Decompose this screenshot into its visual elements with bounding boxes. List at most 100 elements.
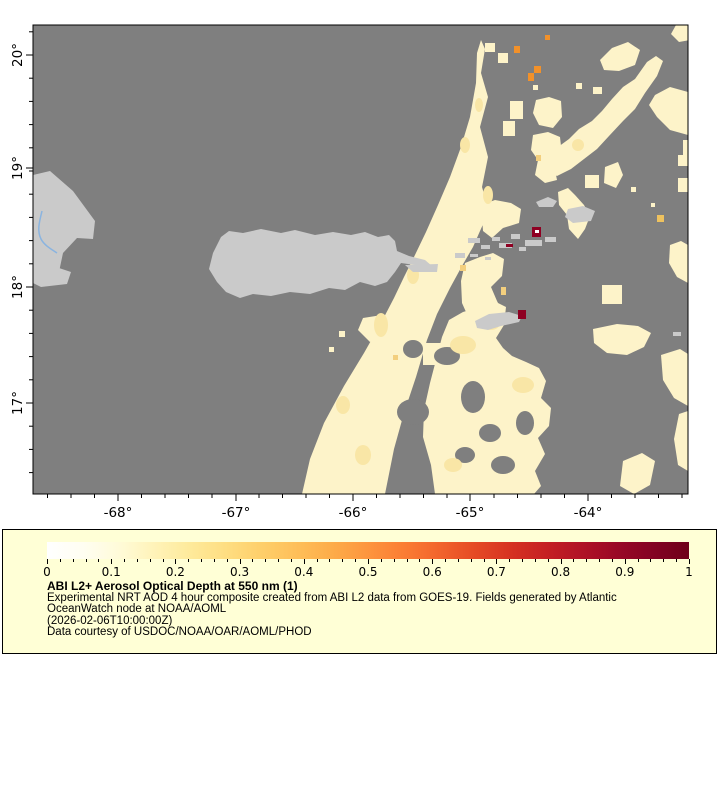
map-frame-border xyxy=(32,24,689,495)
legend-courtesy-line: Data courtesy of USDOC/NOAA/OAR/AOML/PHO… xyxy=(47,625,312,638)
aod-orange-hotspot xyxy=(534,66,541,73)
colorbar-tick-label: 0.3 xyxy=(230,565,250,579)
colorbar-minor-tick xyxy=(136,559,138,562)
colorbar-minor-tick xyxy=(509,559,511,562)
aod-speck xyxy=(651,203,655,207)
colorbar-minor-tick xyxy=(676,559,678,562)
colorbar-minor-tick xyxy=(278,559,280,562)
colorbar-major-tick xyxy=(560,559,562,564)
aod-patch-north-1 xyxy=(533,97,562,128)
aod-shade-patch xyxy=(355,445,371,465)
colorbar-major-tick xyxy=(496,559,498,564)
puerto-rico-landmass xyxy=(209,229,432,298)
aod-patch-bottom-corner xyxy=(620,453,655,494)
aod-speck xyxy=(631,187,636,192)
colorbar-minor-tick xyxy=(149,559,151,562)
colorbar-major-tick xyxy=(239,559,241,564)
colorbar-tick-label: 0.8 xyxy=(551,565,571,579)
aod-shade-patch xyxy=(572,139,584,151)
virgin-island xyxy=(545,237,556,242)
colorbar-minor-tick xyxy=(650,559,652,562)
virgin-island xyxy=(485,257,491,260)
aod-speck xyxy=(503,121,515,136)
aod-speck xyxy=(602,285,622,304)
aod-orange-hotspot xyxy=(514,46,520,53)
aod-speck xyxy=(678,178,688,192)
virgin-island xyxy=(492,237,500,241)
colorbar-minor-tick xyxy=(85,559,87,562)
colorbar-minor-tick xyxy=(290,559,292,562)
virgin-island xyxy=(470,254,478,257)
colorbar-minor-tick xyxy=(124,559,126,562)
lat-tick-label: 18° xyxy=(10,275,26,299)
lon-tick-label: -67° xyxy=(222,505,251,521)
aod-speck xyxy=(683,140,688,162)
aod-deep-speck xyxy=(501,287,506,295)
aod-speck xyxy=(510,101,523,119)
colorbar-minor-tick xyxy=(342,559,344,562)
colorbar-minor-tick xyxy=(98,559,100,562)
virgin-island xyxy=(499,243,512,248)
aod-shade-patch xyxy=(460,137,470,153)
aod-patch-right-edge-bottom xyxy=(674,411,688,471)
legend-timestamp: (2026-02-06T10:00:00Z) xyxy=(47,614,173,627)
colorbar-minor-tick xyxy=(72,559,74,562)
aod-patch-bottom-right-1 xyxy=(593,324,651,355)
no-data-hole xyxy=(434,347,460,365)
colorbar-major-tick xyxy=(368,559,369,564)
no-data-hole xyxy=(455,447,475,463)
aod-shade-patch xyxy=(512,377,534,393)
virgin-island xyxy=(519,247,526,251)
aod-patch-ne-corner xyxy=(671,25,688,42)
aod-patch-east-1 xyxy=(481,200,521,238)
cloud-patch xyxy=(565,206,595,223)
aod-speck xyxy=(545,113,549,117)
colorbar-tick-label: 0.7 xyxy=(486,565,506,579)
colorbar-tick-label: 0.4 xyxy=(294,565,314,579)
lat-tick-label: 19° xyxy=(10,156,26,180)
colorbar-tick-label: 1 xyxy=(685,565,693,579)
colorbar-minor-tick xyxy=(483,559,485,562)
colorbar-tick-label: 0.5 xyxy=(358,565,378,579)
colorbar-major-tick xyxy=(689,559,690,564)
colorbar-tick-label: 0 xyxy=(43,565,51,579)
no-data-hole xyxy=(397,399,429,425)
colorbar-major-tick xyxy=(111,559,113,564)
aod-speck xyxy=(533,85,538,90)
aod-patch-ne-top xyxy=(600,42,640,71)
no-data-hole xyxy=(461,381,485,413)
colorbar-minor-tick xyxy=(586,559,588,562)
colorbar-minor-tick xyxy=(573,559,575,562)
lon-tick-label: -68° xyxy=(104,505,133,521)
colorbar-minor-tick xyxy=(226,559,228,562)
colorbar-minor-tick xyxy=(162,559,164,562)
colorbar-minor-tick xyxy=(663,559,665,562)
colorbar-minor-tick xyxy=(457,559,459,562)
virgin-island xyxy=(525,240,542,246)
aod-red-hotspot-small xyxy=(506,244,513,247)
colorbar-gradient xyxy=(47,542,689,559)
aod-patch-right-edge-low xyxy=(661,349,688,406)
hispaniola-south-spit xyxy=(33,266,71,287)
aod-shade-patch xyxy=(444,458,462,472)
colorbar-minor-tick xyxy=(329,559,331,562)
cloud-speck xyxy=(673,332,681,336)
colorbar-minor-tick xyxy=(547,559,549,562)
aod-speck xyxy=(339,331,345,337)
legend-description-line: OceanWatch node at NOAA/AOML xyxy=(47,603,227,616)
colorbar-axis: 0 0.1 0.2 0.3 0.4 0.5 0.6 0.7 0.8 0.9 1 xyxy=(3,530,716,653)
colorbar-minor-tick xyxy=(316,559,318,562)
cloud-patch xyxy=(536,197,557,207)
aod-shade-patch xyxy=(483,186,493,204)
aod-shade-patch xyxy=(475,98,483,112)
lat-tick-label: 20° xyxy=(10,43,26,67)
map-canvas: 20° 19° 18° 17° -68° -67° -66° -65° -64° xyxy=(10,24,689,521)
aod-speck xyxy=(678,155,688,166)
aod-speck xyxy=(585,175,599,188)
legend-text-block: ABI L2+ Aerosol Optical Depth at 550 nm … xyxy=(47,580,707,638)
colorbar-tick-label: 0.9 xyxy=(615,565,635,579)
colorbar-tick-label: 0.2 xyxy=(165,565,185,579)
aod-orange-hotspot xyxy=(528,73,534,81)
aod-hotspot-core xyxy=(535,230,539,233)
colorbar-minor-tick xyxy=(252,559,254,562)
